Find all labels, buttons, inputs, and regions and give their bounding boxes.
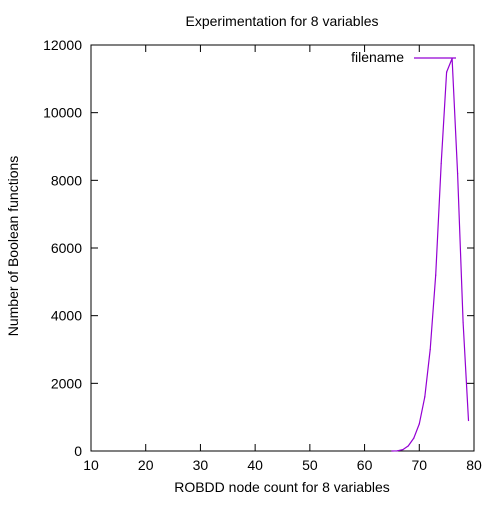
data-point <box>440 162 442 165</box>
y-tick-label: 6000 <box>51 240 82 256</box>
x-tick-label: 50 <box>302 457 318 473</box>
series-lines <box>391 57 470 452</box>
data-point <box>435 274 437 276</box>
y-tick-label: 4000 <box>51 308 82 324</box>
x-tick-label: 40 <box>247 457 263 473</box>
data-point <box>429 348 431 351</box>
y-tick-label: 8000 <box>51 172 82 188</box>
axis-ticks: 10 20 30 40 50 60 70 80 0 2000 4000 6000 8000 10000 12… <box>43 37 482 473</box>
plot-area <box>90 44 475 452</box>
y-tick-label: 2000 <box>51 375 82 391</box>
data-point <box>424 396 426 398</box>
data-point <box>407 445 409 447</box>
plot-border <box>90 44 475 452</box>
data-point <box>467 419 470 422</box>
y-axis-label: Number of Boolean functions <box>5 156 21 337</box>
data-point <box>418 423 420 425</box>
x-tick-label: 30 <box>193 457 209 473</box>
x-axis-label: ROBDD node count for 8 variables <box>174 479 390 495</box>
data-point <box>402 449 404 451</box>
legend-label: filename <box>351 49 404 65</box>
x-tick-label: 20 <box>138 457 154 473</box>
legend: filename <box>351 49 456 65</box>
y-tick-label: 0 <box>74 443 82 459</box>
data-point <box>446 71 448 73</box>
data-point <box>391 450 393 452</box>
data-point <box>456 172 459 175</box>
x-tick-label: 10 <box>83 457 99 473</box>
x-tick-label: 80 <box>466 457 482 473</box>
y-tick-label: 10000 <box>43 105 82 121</box>
data-point <box>462 321 464 324</box>
x-tick-label: 60 <box>357 457 373 473</box>
chart-title: Experimentation for 8 variables <box>186 13 379 29</box>
data-point <box>396 450 398 452</box>
data-point <box>413 437 415 439</box>
y-tick-label: 12000 <box>43 37 82 53</box>
series-line-0 <box>391 57 470 452</box>
x-tick-label: 70 <box>411 457 427 473</box>
